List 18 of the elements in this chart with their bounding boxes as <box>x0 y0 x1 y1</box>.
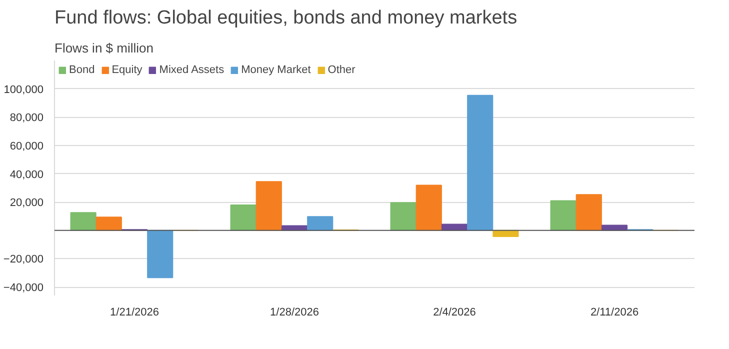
x-tick-label: 2/4/2026 <box>433 306 476 318</box>
chart-subtitle: Flows in $ million <box>54 40 154 56</box>
legend-label: Money Market <box>241 64 311 76</box>
y-tick-label: 40,000 <box>10 168 44 181</box>
legend-label: Bond <box>69 64 95 76</box>
y-tick-label: −20,000 <box>3 254 44 266</box>
x-tick-label: 1/28/2026 <box>270 306 319 318</box>
y-tick-label: 80,000 <box>10 112 44 124</box>
x-tick-label: 1/21/2026 <box>110 306 159 318</box>
legend-label: Equity <box>112 64 142 76</box>
y-tick-label: 100,000 <box>4 84 44 96</box>
y-tick-label: −40,000 <box>3 282 44 294</box>
chart-title: Fund flows: Global equities, bonds and money markets <box>54 8 518 28</box>
legend-label: Mixed Assets <box>159 64 224 76</box>
y-tick-label: 60,000 <box>10 140 44 152</box>
legend-label: Other <box>328 64 356 76</box>
y-tick-label: 20,000 <box>10 197 44 210</box>
x-tick-label: 2/11/2026 <box>590 306 639 318</box>
